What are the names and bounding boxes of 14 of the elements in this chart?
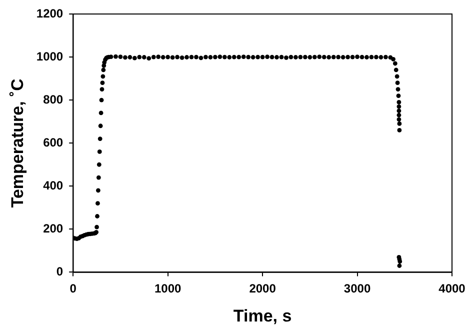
x-tick-label: 4000 <box>438 282 466 296</box>
x-tick-label: 1000 <box>154 282 182 296</box>
y-tick-label: 1000 <box>36 49 64 64</box>
y-tick-label: 1200 <box>36 6 64 20</box>
x-tick-label: 0 <box>70 282 77 296</box>
y-tick-label: 800 <box>43 92 64 106</box>
y-tick-label: 400 <box>43 178 64 192</box>
x-axis-title: Time, s <box>233 306 292 326</box>
y-tick-label: 0 <box>56 264 64 279</box>
y-tick-label: 200 <box>43 221 64 236</box>
x-tick-label: 2000 <box>249 282 276 296</box>
x-tick-label: 3000 <box>344 282 371 296</box>
y-axis-title: Temperature, ˚C <box>8 78 27 208</box>
y-tick-label: 600 <box>43 135 64 150</box>
